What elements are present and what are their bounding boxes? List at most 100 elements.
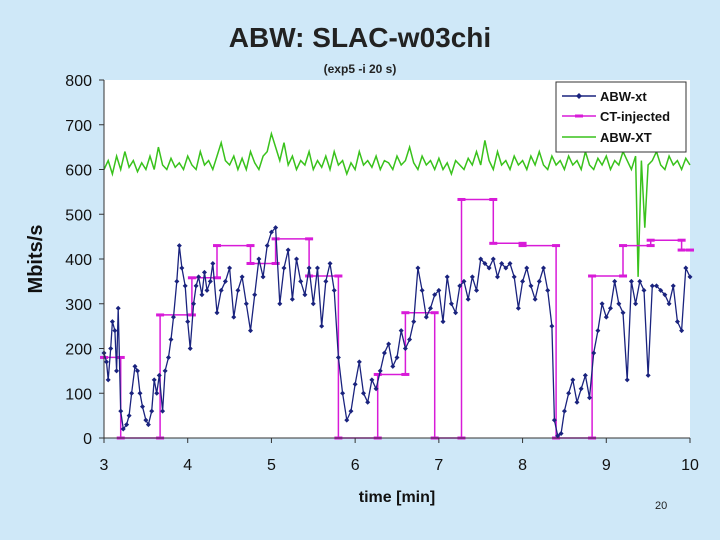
data-point xyxy=(348,408,354,414)
y-tick-label: 800 xyxy=(65,73,92,90)
data-point xyxy=(558,431,564,437)
data-point xyxy=(207,278,213,284)
data-point xyxy=(683,265,689,271)
legend-item-ct-injected: CT-injected xyxy=(562,109,670,124)
data-point xyxy=(511,274,517,280)
data-point xyxy=(302,292,308,298)
data-point xyxy=(112,328,118,334)
data-point xyxy=(256,256,262,262)
legend-label-abw-xt: ABW-xt xyxy=(600,89,647,104)
data-point xyxy=(115,305,121,311)
data-point xyxy=(140,404,146,410)
data-point xyxy=(507,260,513,266)
legend-label-ct-injected: CT-injected xyxy=(600,109,670,124)
data-point xyxy=(185,319,191,325)
data-point xyxy=(248,328,253,334)
data-point xyxy=(440,319,446,325)
data-point xyxy=(109,319,115,325)
x-tick-label: 5 xyxy=(267,457,276,474)
data-point xyxy=(587,395,593,401)
data-point xyxy=(386,341,392,347)
data-point xyxy=(162,368,168,374)
y-tick-label: 700 xyxy=(65,118,92,135)
data-point xyxy=(662,292,668,298)
data-point xyxy=(227,265,233,271)
data-point xyxy=(398,328,404,334)
data-point xyxy=(365,399,371,405)
data-point xyxy=(607,305,613,311)
data-point xyxy=(335,354,341,360)
data-point xyxy=(515,305,521,311)
data-point xyxy=(294,256,300,262)
data-point xyxy=(490,256,496,262)
data-point xyxy=(176,243,182,249)
data-point xyxy=(306,265,312,271)
data-point xyxy=(628,278,634,284)
data-point xyxy=(132,363,138,369)
x-ticks: 3 4 5 6 7 8 9 10 xyxy=(100,438,699,474)
y-tick-label: 100 xyxy=(65,386,92,403)
data-point xyxy=(252,292,258,298)
data-point xyxy=(235,287,241,293)
data-point xyxy=(555,433,561,439)
data-point xyxy=(196,274,202,280)
data-point xyxy=(218,287,224,293)
data-point xyxy=(356,359,362,365)
data-point xyxy=(361,390,367,396)
data-point xyxy=(151,377,157,383)
data-point xyxy=(411,319,417,325)
data-point xyxy=(482,260,488,266)
x-tick-label: 7 xyxy=(434,457,443,474)
x-axis-title: time [min] xyxy=(359,489,435,506)
data-point xyxy=(377,368,383,374)
data-point xyxy=(199,292,205,298)
data-point xyxy=(268,229,274,235)
page-number: 20 xyxy=(655,500,668,512)
data-point xyxy=(637,278,643,284)
x-tick-label: 8 xyxy=(518,457,527,474)
data-point xyxy=(541,265,546,271)
data-point xyxy=(281,265,287,271)
data-point xyxy=(461,278,467,284)
data-point xyxy=(570,377,576,383)
data-point xyxy=(528,283,534,289)
data-point xyxy=(182,283,188,289)
data-point xyxy=(427,305,433,311)
data-point xyxy=(545,287,551,293)
data-point xyxy=(465,296,471,302)
series-abw-xt-0 xyxy=(101,225,693,439)
data-point xyxy=(243,301,249,307)
x-tick-label: 9 xyxy=(602,457,611,474)
data-point xyxy=(469,274,475,280)
data-point xyxy=(595,328,601,334)
data-point xyxy=(620,310,626,316)
data-point xyxy=(616,301,622,307)
data-point xyxy=(126,413,132,419)
data-point xyxy=(448,301,454,307)
data-point xyxy=(654,283,660,289)
x-tick-label: 6 xyxy=(351,457,360,474)
data-point xyxy=(285,247,291,253)
data-point xyxy=(314,265,320,271)
data-point xyxy=(381,350,387,356)
data-point xyxy=(289,296,295,302)
data-point xyxy=(474,287,480,293)
data-point xyxy=(191,301,197,307)
data-point xyxy=(486,265,492,271)
data-point xyxy=(402,346,408,351)
data-point xyxy=(415,265,421,271)
y-tick-label: 500 xyxy=(65,207,92,224)
x-tick-label: 4 xyxy=(183,457,192,474)
data-point xyxy=(551,417,557,423)
data-point xyxy=(478,256,484,262)
data-point xyxy=(578,386,584,392)
data-point xyxy=(222,278,228,284)
data-point xyxy=(143,417,149,423)
data-point xyxy=(120,426,126,432)
data-point xyxy=(641,287,647,293)
data-point xyxy=(423,314,429,320)
data-point xyxy=(674,319,680,325)
data-point xyxy=(114,368,120,374)
